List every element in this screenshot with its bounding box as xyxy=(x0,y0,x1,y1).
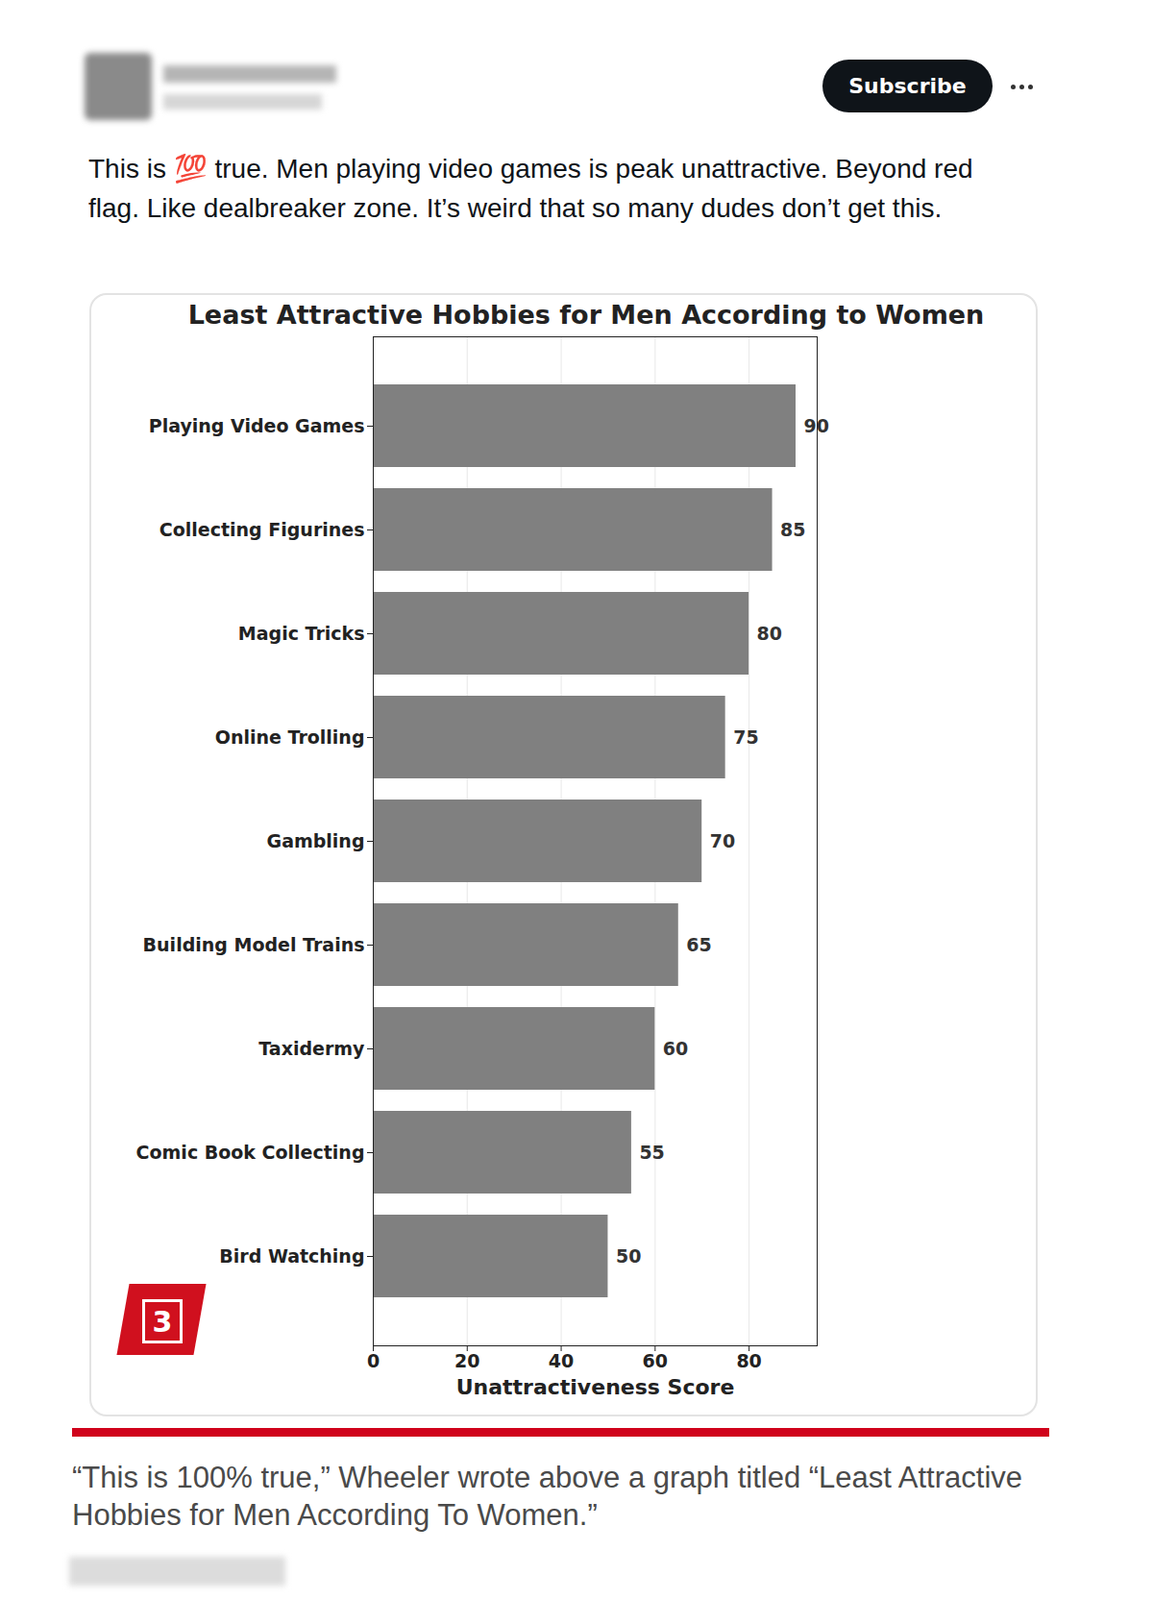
svg-text:80: 80 xyxy=(735,1349,761,1372)
svg-text:80: 80 xyxy=(757,622,783,644)
svg-text:55: 55 xyxy=(638,1141,664,1163)
svg-text:Unattractiveness Score: Unattractiveness Score xyxy=(456,1374,736,1399)
svg-text:0: 0 xyxy=(367,1349,380,1372)
svg-text:Magic Tricks: Magic Tricks xyxy=(238,622,366,644)
svg-text:20: 20 xyxy=(454,1349,480,1372)
html-text:This is 💯 true. Men playing vi: This is 💯 true. Men playing video games … xyxy=(88,153,973,223)
svg-text:Comic Book Collecting: Comic Book Collecting xyxy=(136,1141,366,1163)
html-text:“This is 100% true,” Wheeler w: “This is 100% true,” Wheeler wrote above… xyxy=(72,1460,1023,1532)
svg-text:Playing Video Games: Playing Video Games xyxy=(148,415,366,437)
html-text:Least Attractive Hobbies for M: Least Attractive Hobbies for Men Accordi… xyxy=(188,299,985,330)
svg-text:Taxidermy: Taxidermy xyxy=(258,1037,366,1059)
svg-text:40: 40 xyxy=(548,1349,574,1372)
svg-text:70: 70 xyxy=(710,830,736,852)
svg-text:65: 65 xyxy=(686,933,712,956)
svg-text:Collecting Figurines: Collecting Figurines xyxy=(159,518,366,540)
svg-text:Online Trolling: Online Trolling xyxy=(215,726,366,748)
svg-text:50: 50 xyxy=(615,1245,641,1267)
svg-text:Bird Watching: Bird Watching xyxy=(219,1245,365,1267)
svg-text:75: 75 xyxy=(733,726,759,748)
svg-text:Building Model Trains: Building Model Trains xyxy=(143,933,366,956)
svg-text:85: 85 xyxy=(780,518,806,540)
html-text:Subscribe: Subscribe xyxy=(848,73,967,99)
html-text:3: 3 xyxy=(152,1304,173,1338)
svg-text:Gambling: Gambling xyxy=(267,830,366,852)
svg-text:90: 90 xyxy=(804,415,830,437)
svg-text:60: 60 xyxy=(662,1037,688,1059)
svg-text:60: 60 xyxy=(642,1349,668,1372)
